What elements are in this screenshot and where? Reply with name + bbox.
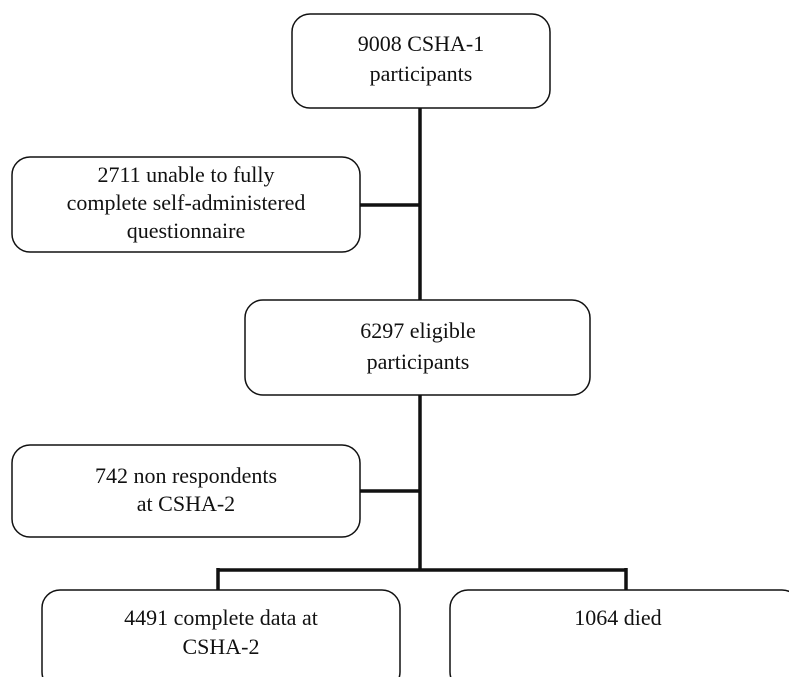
node-text: 4491 complete data at xyxy=(124,605,318,630)
node-text: participants xyxy=(370,61,473,86)
node-box xyxy=(11,444,361,538)
node-box xyxy=(244,299,591,396)
node-box xyxy=(41,589,401,677)
node-text: 742 non respondents xyxy=(95,463,277,488)
node-box xyxy=(449,589,789,677)
node-text: 9008 CSHA-1 xyxy=(358,31,485,56)
node-text: complete self-administered xyxy=(67,190,306,215)
node-box xyxy=(291,13,551,109)
node-text: CSHA-2 xyxy=(182,634,259,659)
node-text: participants xyxy=(367,349,470,374)
node-box xyxy=(11,156,361,253)
node-text: 6297 eligible xyxy=(360,318,475,343)
node-text: 1064 died xyxy=(574,605,661,630)
node-text: at CSHA-2 xyxy=(137,491,235,516)
node-text: questionnaire xyxy=(127,218,246,243)
node-text: 2711 unable to fully xyxy=(98,162,275,187)
